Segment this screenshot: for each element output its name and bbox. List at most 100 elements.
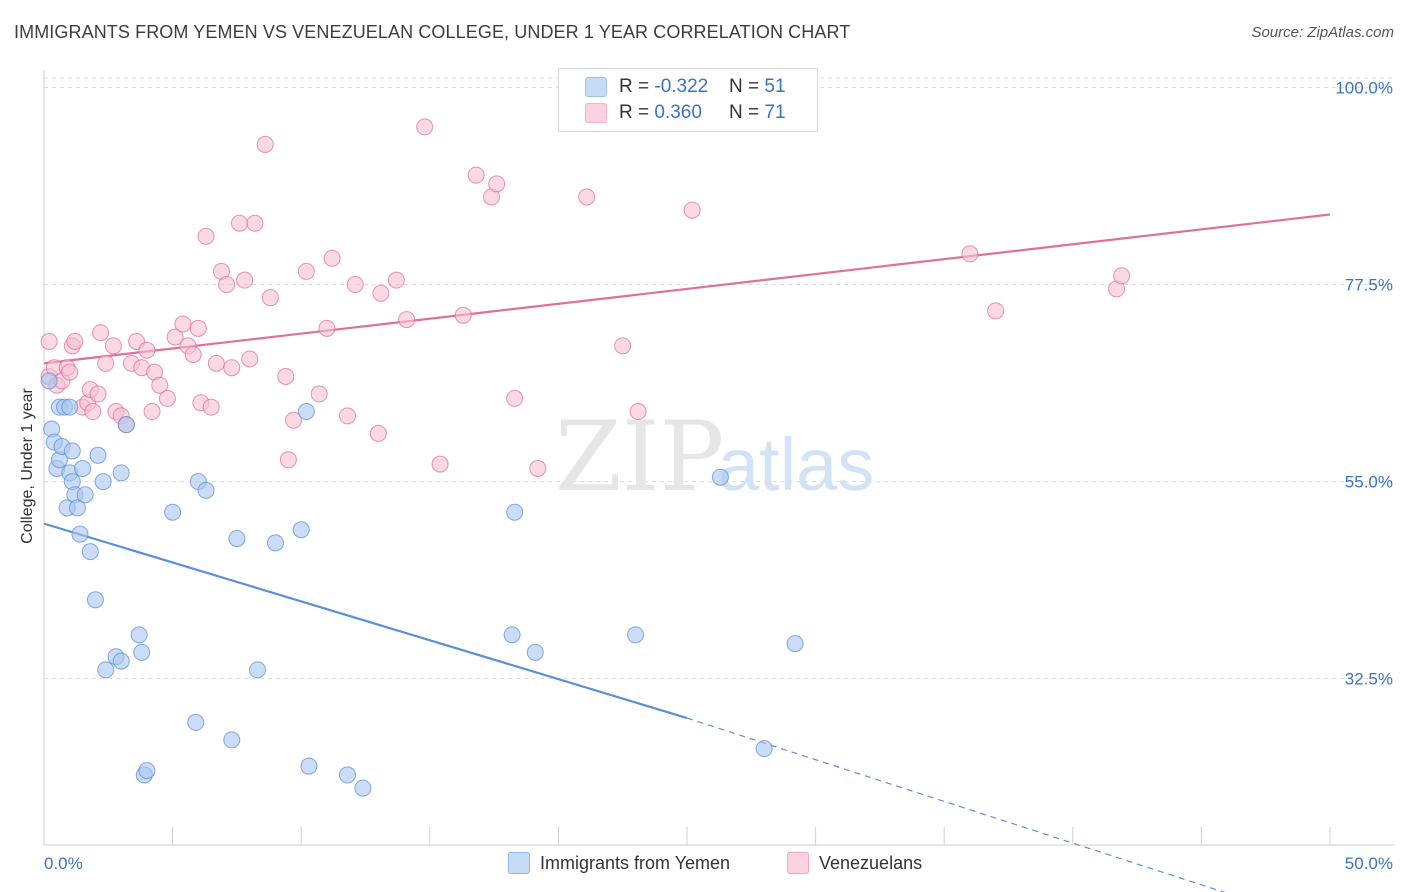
point-yemen (130, 626, 148, 644)
point-venezuelans (467, 166, 485, 184)
point-venezuelans (189, 319, 207, 337)
bottom-legend-swatch-yemen (508, 852, 530, 874)
legend-n-yemen: N = 51 (729, 76, 786, 97)
point-venezuelans (1113, 267, 1131, 285)
grid-lines (44, 77, 1394, 680)
point-yemen (94, 473, 112, 491)
point-venezuelans (236, 271, 254, 289)
legend-swatch-venezuelans (585, 103, 607, 123)
legend-r-venezuelans: R = 0.360 (619, 102, 702, 123)
trend-line-venezuelans (43, 213, 1331, 365)
point-venezuelans (89, 385, 107, 403)
point-venezuelans (323, 249, 341, 267)
point-yemen (755, 740, 773, 758)
point-yemen (138, 762, 156, 780)
point-venezuelans (346, 276, 364, 294)
point-venezuelans (197, 227, 215, 245)
point-yemen (61, 398, 79, 416)
point-yemen (133, 643, 151, 661)
point-yemen (711, 468, 729, 486)
y-tick-label: 32.5% (1345, 670, 1393, 689)
point-yemen (112, 652, 130, 670)
point-venezuelans (338, 407, 356, 425)
point-venezuelans (629, 403, 647, 421)
point-venezuelans (961, 245, 979, 263)
legend-r-yemen: R = -0.322 (619, 76, 709, 97)
source-credit: Source: ZipAtlas.com (1251, 24, 1394, 41)
point-venezuelans (261, 289, 279, 307)
point-yemen (506, 503, 524, 521)
tick-labels: 32.5% 55.0% 77.5% 100.0% 0.0% 50.0% (44, 79, 1393, 873)
watermark-atlas: atlas (718, 423, 874, 506)
point-yemen (117, 416, 135, 434)
y-tick-label: 77.5% (1345, 276, 1393, 295)
point-venezuelans (372, 284, 390, 302)
point-venezuelans (202, 398, 220, 416)
point-yemen (76, 486, 94, 504)
point-venezuelans (92, 324, 110, 342)
point-venezuelans (318, 319, 336, 337)
trend-lines (43, 213, 1331, 892)
point-yemen (503, 626, 521, 644)
point-venezuelans (158, 389, 176, 407)
point-yemen (627, 626, 645, 644)
point-venezuelans (138, 341, 156, 359)
point-yemen (81, 543, 99, 561)
point-venezuelans (61, 363, 79, 381)
point-venezuelans (277, 367, 295, 385)
bottom-legend-venezuelans: Venezuelans (787, 852, 922, 874)
point-venezuelans (66, 332, 84, 350)
point-venezuelans (151, 376, 169, 394)
point-venezuelans (143, 403, 161, 421)
point-yemen (338, 766, 356, 784)
point-yemen (526, 643, 544, 661)
point-yemen (248, 661, 266, 679)
point-venezuelans (297, 262, 315, 280)
point-venezuelans (218, 276, 236, 294)
point-venezuelans (488, 175, 506, 193)
point-yemen (786, 635, 804, 653)
point-venezuelans (578, 188, 596, 206)
bottom-legend-label-yemen: Immigrants from Yemen (540, 852, 731, 873)
point-yemen (74, 459, 92, 477)
point-venezuelans (184, 346, 202, 364)
point-yemen (86, 591, 104, 609)
point-yemen (297, 403, 315, 421)
legend-n-venezuelans: N = 71 (729, 102, 786, 123)
point-yemen (89, 446, 107, 464)
point-venezuelans (284, 411, 302, 429)
point-yemen (228, 530, 246, 548)
chart-title: IMMIGRANTS FROM YEMEN VS VENEZUELAN COLL… (14, 22, 851, 42)
point-yemen (266, 534, 284, 552)
point-venezuelans (454, 306, 472, 324)
point-yemen (300, 757, 318, 775)
axes (43, 70, 1394, 846)
data-points (40, 118, 1131, 797)
y-tick-label: 100.0% (1335, 79, 1393, 98)
point-venezuelans (166, 328, 184, 346)
point-venezuelans (416, 118, 434, 136)
point-venezuelans (104, 337, 122, 355)
point-yemen (97, 661, 115, 679)
point-venezuelans (241, 350, 259, 368)
trend-line-extension-yemen (686, 717, 1226, 892)
point-yemen (68, 499, 86, 517)
point-venezuelans (223, 359, 241, 377)
point-venezuelans (40, 332, 58, 350)
point-yemen (354, 779, 372, 797)
point-venezuelans (84, 403, 102, 421)
point-venezuelans (310, 385, 328, 403)
legend-row-venezuelans: R = 0.360 N = 71 (585, 101, 786, 125)
point-venezuelans (614, 337, 632, 355)
point-venezuelans (506, 389, 524, 407)
point-venezuelans (97, 354, 115, 372)
point-venezuelans (398, 311, 416, 329)
point-yemen (197, 481, 215, 499)
correlation-legend: R = -0.322 N = 51 R = 0.360 N = 71 (558, 68, 818, 132)
point-venezuelans (683, 201, 701, 219)
point-venezuelans (246, 214, 264, 232)
point-venezuelans (369, 424, 387, 442)
bottom-legend-label-venezuelans: Venezuelans (819, 852, 923, 873)
trend-line-yemen (43, 522, 688, 720)
